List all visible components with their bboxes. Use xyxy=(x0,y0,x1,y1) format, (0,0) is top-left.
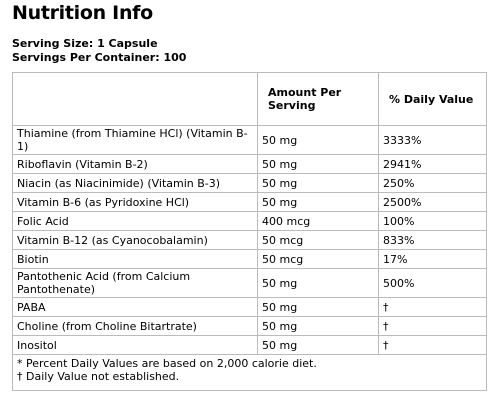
footnote: * Percent Daily Values are based on 2,00… xyxy=(17,357,317,370)
cell: Pantothenic Acid (from Calcium Pantothen… xyxy=(12,268,258,298)
cell: Biotin xyxy=(12,249,258,269)
cell: Inositol xyxy=(12,335,258,355)
cell: 500% xyxy=(378,268,487,298)
nutrient-row: Thiamine (from Thiamine HCl) (Vitamin B-… xyxy=(12,125,487,155)
cell: 50 mg xyxy=(257,316,379,336)
cell: 50 mg xyxy=(257,335,379,355)
cell: 50 mg xyxy=(257,154,379,174)
nutrient-row: Riboflavin (Vitamin B-2) 50 mg 2941% xyxy=(12,154,487,174)
cell: † xyxy=(378,335,487,355)
cell: † xyxy=(378,316,487,336)
cell: 2941% xyxy=(378,154,487,174)
footnote: † Daily Value not established. xyxy=(17,370,180,383)
cell: 50 mg xyxy=(257,297,379,317)
cell: 250% xyxy=(378,173,487,193)
cell: PABA xyxy=(12,297,258,317)
cell: 50 mg xyxy=(257,173,379,193)
nutrient-row: Niacin (as Niacinimide) (Vitamin B-3) 50 … xyxy=(12,173,487,193)
cell: Riboflavin (Vitamin B-2) xyxy=(12,154,258,174)
header-cell: Amount Per Serving xyxy=(257,72,379,126)
cell: 50 mcg xyxy=(257,249,379,269)
cell: 17% xyxy=(378,249,487,269)
cell: Vitamin B-6 (as Pyridoxine HCl) xyxy=(12,192,258,212)
cell: 100% xyxy=(378,211,487,231)
cell: 50 mcg xyxy=(257,230,379,250)
header-cell: % Daily Value xyxy=(378,72,487,126)
cell: 833% xyxy=(378,230,487,250)
nutrition-table: Amount Per Serving % Daily Value Thiamin… xyxy=(12,72,487,391)
header-row: Amount Per Serving % Daily Value xyxy=(12,72,487,126)
header-cell xyxy=(12,72,258,126)
cell: Thiamine (from Thiamine HCl) (Vitamin B-… xyxy=(12,125,258,155)
footnote-row: * Percent Daily Values are based on 2,00… xyxy=(12,354,487,391)
cell: Folic Acid xyxy=(12,211,258,231)
servings-per-container: Servings Per Container: 100 xyxy=(12,51,187,64)
cell: 50 mg xyxy=(257,192,379,212)
nutrient-row: Choline (from Choline Bitartrate) 50 mg † xyxy=(12,316,487,336)
nutrient-row: Pantothenic Acid (from Calcium Pantothen… xyxy=(12,268,487,298)
cell: 50 mg xyxy=(257,125,379,155)
cell: 2500% xyxy=(378,192,487,212)
serving-size: Serving Size: 1 Capsule xyxy=(12,37,158,50)
footnotes: * Percent Daily Values are based on 2,00… xyxy=(12,354,487,391)
cell: 3333% xyxy=(378,125,487,155)
cell: Niacin (as Niacinimide) (Vitamin B-3) xyxy=(12,173,258,193)
cell: 400 mcg xyxy=(257,211,379,231)
nutrient-row: Vitamin B-6 (as Pyridoxine HCl) 50 mg 2500… xyxy=(12,192,487,212)
cell: Vitamin B-12 (as Cyanocobalamin) xyxy=(12,230,258,250)
cell: † xyxy=(378,297,487,317)
cell: 50 mg xyxy=(257,268,379,298)
nutrient-row: PABA 50 mg † xyxy=(12,297,487,317)
cell: Choline (from Choline Bitartrate) xyxy=(12,316,258,336)
nutrient-row: Folic Acid 400 mcg 100% xyxy=(12,211,487,231)
nutrient-row: Inositol 50 mg † xyxy=(12,335,487,355)
nutrient-row: Biotin 50 mcg 17% xyxy=(12,249,487,269)
title: Nutrition Info xyxy=(12,2,153,24)
nutrient-row: Vitamin B-12 (as Cyanocobalamin) 50 mcg 83… xyxy=(12,230,487,250)
